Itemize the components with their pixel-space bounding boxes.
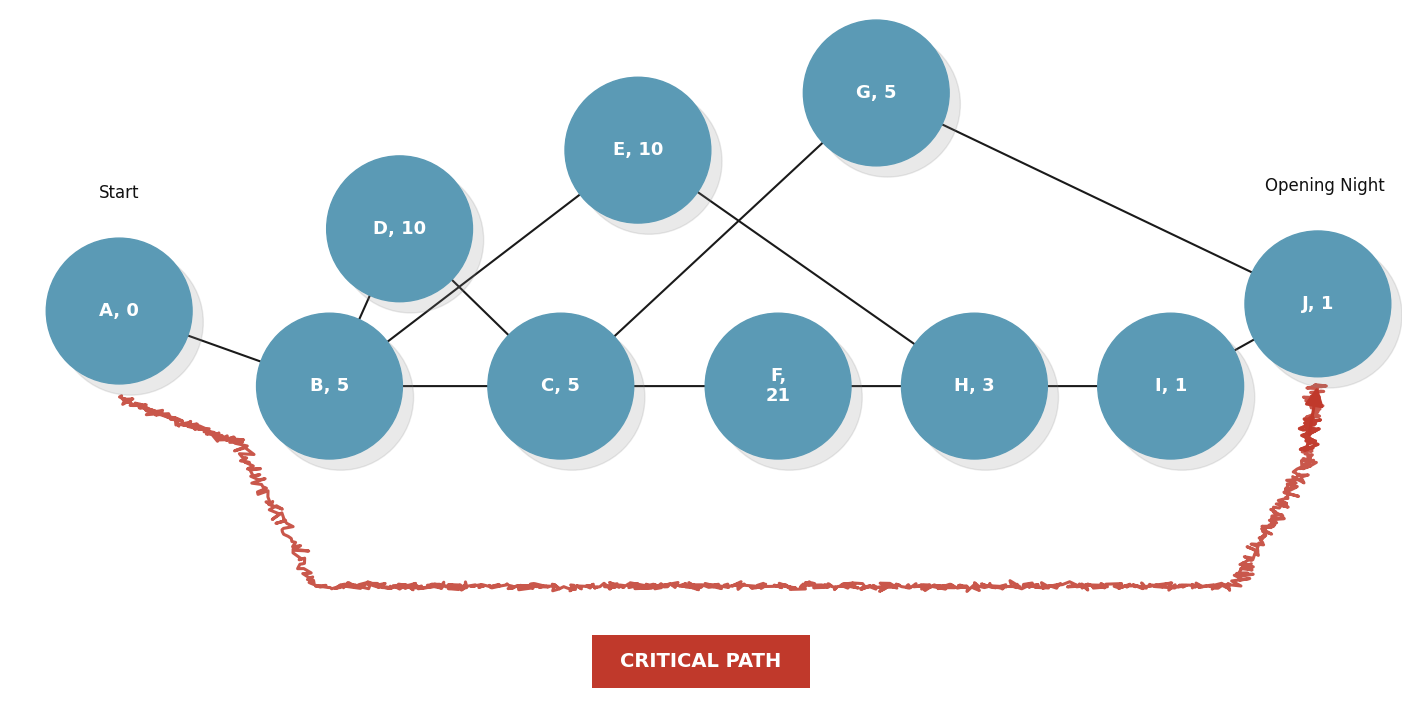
Ellipse shape [576, 89, 722, 235]
Ellipse shape [499, 325, 645, 470]
Text: I, 1: I, 1 [1154, 377, 1187, 395]
Ellipse shape [327, 156, 472, 302]
Ellipse shape [901, 313, 1047, 459]
Ellipse shape [268, 325, 414, 470]
Text: J, 1: J, 1 [1301, 295, 1335, 313]
Ellipse shape [1098, 313, 1244, 459]
Text: Opening Night: Opening Night [1265, 177, 1385, 195]
Ellipse shape [716, 325, 862, 470]
Ellipse shape [815, 31, 960, 177]
Ellipse shape [1109, 325, 1255, 470]
Ellipse shape [803, 20, 949, 166]
Text: B, 5: B, 5 [310, 377, 349, 395]
Ellipse shape [1245, 231, 1391, 377]
Text: A, 0: A, 0 [100, 302, 139, 320]
Text: H, 3: H, 3 [955, 377, 994, 395]
Text: CRITICAL PATH: CRITICAL PATH [620, 652, 782, 671]
Ellipse shape [57, 250, 203, 395]
Text: Start: Start [100, 184, 139, 202]
Ellipse shape [46, 238, 192, 384]
Ellipse shape [488, 313, 634, 459]
Text: C, 5: C, 5 [541, 377, 580, 395]
Ellipse shape [565, 77, 711, 223]
Ellipse shape [257, 313, 402, 459]
Ellipse shape [705, 313, 851, 459]
FancyBboxPatch shape [593, 635, 810, 688]
Text: G, 5: G, 5 [857, 84, 896, 102]
Ellipse shape [1256, 242, 1402, 388]
Text: E, 10: E, 10 [613, 141, 663, 159]
Ellipse shape [338, 167, 484, 313]
Text: D, 10: D, 10 [373, 220, 426, 238]
Text: F,
21: F, 21 [765, 367, 791, 405]
Ellipse shape [913, 325, 1059, 470]
